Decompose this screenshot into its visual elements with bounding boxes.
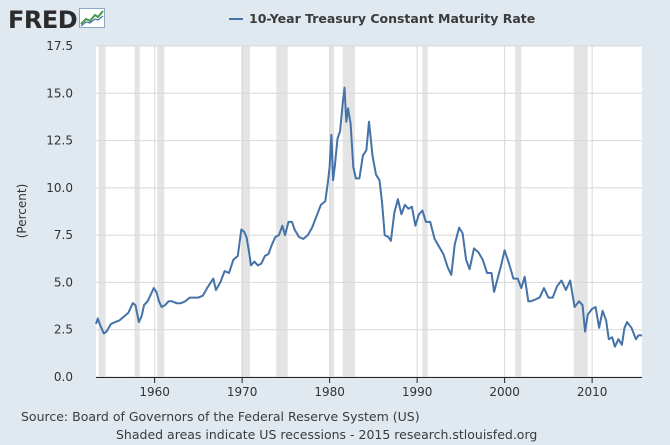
recession-note: Shaded areas indicate US recessions - 20… bbox=[116, 427, 538, 442]
y-axis: 0.0 2.5 5.0 7.5 10.0 12.5 15.0 17.5 bbox=[46, 39, 73, 384]
recession-band bbox=[515, 46, 522, 377]
recession-band bbox=[98, 46, 106, 377]
chart-legend[interactable]: 10-Year Treasury Constant Maturity Rate bbox=[229, 11, 535, 26]
x-tick-label: 1980 bbox=[314, 385, 345, 399]
recession-band bbox=[573, 46, 588, 377]
recession-shading bbox=[98, 46, 588, 377]
y-tick-label: 12.5 bbox=[46, 134, 73, 148]
recession-band bbox=[157, 46, 165, 377]
y-tick-label: 10.0 bbox=[46, 181, 73, 195]
legend-swatch bbox=[229, 17, 243, 20]
series-line bbox=[95, 86, 642, 348]
recession-band bbox=[422, 46, 428, 377]
trend-chart-icon bbox=[79, 8, 106, 32]
legend-label: 10-Year Treasury Constant Maturity Rate bbox=[249, 11, 536, 26]
recession-band bbox=[342, 46, 355, 377]
recession-band bbox=[329, 46, 334, 377]
x-tick-label: 1970 bbox=[227, 385, 258, 399]
recession-band bbox=[276, 46, 288, 377]
recession-band bbox=[241, 46, 250, 377]
y-tick-label: 0.0 bbox=[54, 370, 73, 384]
x-tick-label: 1990 bbox=[402, 385, 433, 399]
x-tick-label: 2010 bbox=[577, 385, 608, 399]
y-tick-label: 5.0 bbox=[54, 275, 73, 289]
x-tick-label: 1960 bbox=[139, 385, 170, 399]
x-axis: 1960 1970 1980 1990 2000 2010 bbox=[96, 377, 642, 399]
y-tick-label: 7.5 bbox=[54, 228, 73, 242]
y-tick-label: 2.5 bbox=[54, 323, 73, 337]
y-tick-label: 17.5 bbox=[46, 39, 73, 53]
series-layer bbox=[95, 86, 642, 348]
fred-logo[interactable]: FRED bbox=[8, 6, 106, 34]
grid-lines bbox=[96, 45, 642, 378]
x-tick-label: 2000 bbox=[489, 385, 520, 399]
logo-text: FRED bbox=[8, 6, 78, 34]
recession-band bbox=[134, 46, 140, 377]
y-axis-title: (Percent) bbox=[15, 184, 29, 239]
plot-background bbox=[96, 46, 642, 377]
source-note: Source: Board of Governors of the Federa… bbox=[21, 409, 420, 424]
y-tick-label: 15.0 bbox=[46, 86, 73, 100]
